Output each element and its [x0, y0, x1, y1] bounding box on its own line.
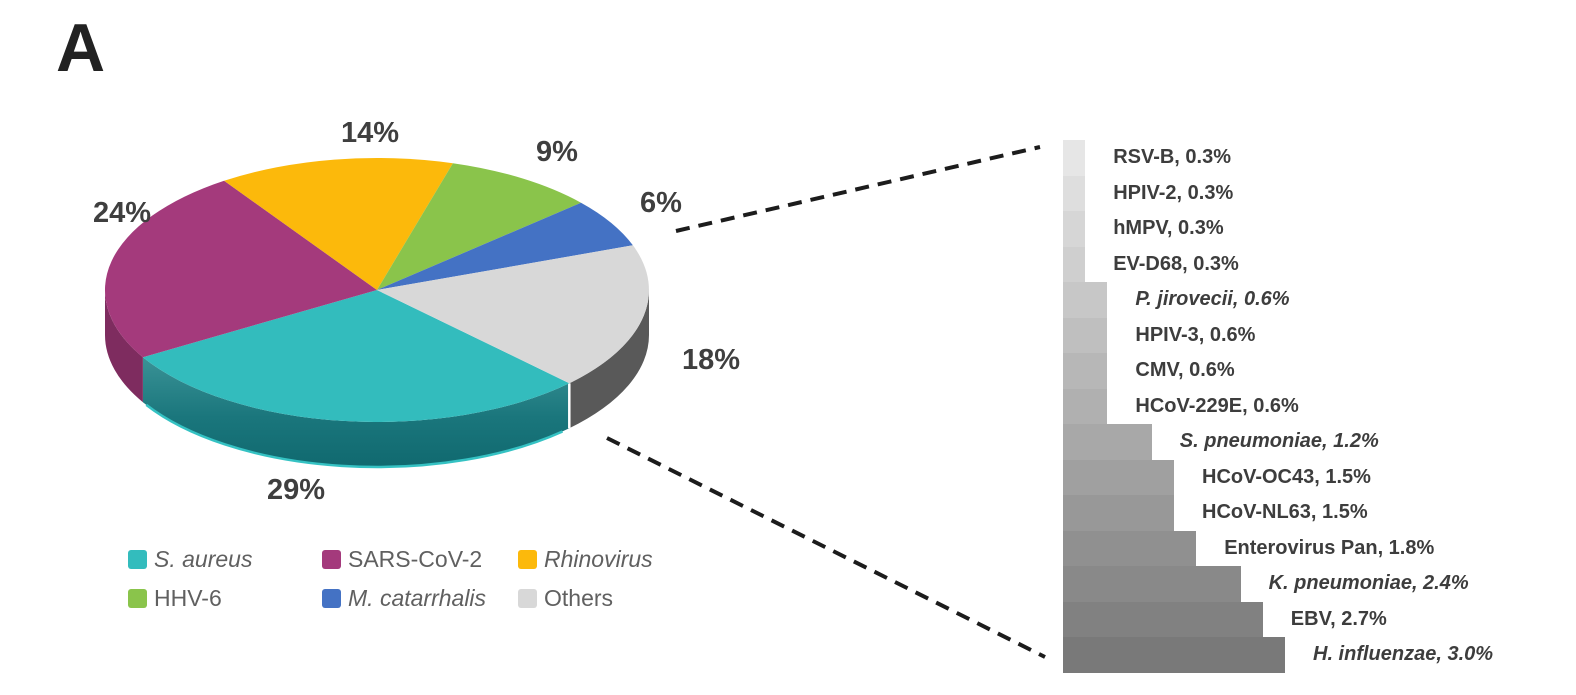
legend-item-m-catarrhalis: M. catarrhalis	[322, 585, 518, 611]
bar-label-hmpv: hMPV, 0.3%	[1113, 217, 1224, 240]
bar-fill-hmpv	[1063, 211, 1086, 247]
pie-slice-hhv-6	[377, 163, 581, 290]
pie-percent-label-sars-cov-2: 24%	[93, 197, 151, 229]
legend-item-s-aureus: S. aureus	[128, 546, 322, 572]
legend-item-rhinovirus: Rhinovirus	[518, 546, 653, 572]
bar-fill-rsv-b	[1063, 140, 1086, 176]
legend-swatch-s-aureus	[128, 549, 147, 569]
pie-percent-label-hhv-6: 9%	[536, 136, 578, 168]
bar-fill-s-pneumoniae	[1063, 424, 1152, 460]
bar-label-enterovirus-pan: Enterovirus Pan, 1.8%	[1224, 536, 1435, 559]
bar-fill-cmv	[1063, 353, 1108, 389]
bar-row-ev-d68: EV-D68, 0.3%	[1063, 246, 1493, 282]
bar-label-rsv-b: RSV-B, 0.3%	[1113, 146, 1232, 169]
bar-label-p-jirovecii: P. jirovecii, 0.6%	[1135, 288, 1290, 311]
pie-side-rim-highlight	[145, 403, 564, 469]
legend-swatch-sars-cov-2	[322, 549, 341, 569]
bar-row-hcov-229e: HCoV-229E, 0.6%	[1063, 388, 1493, 424]
bar-row-s-pneumoniae: S. pneumoniae, 1.2%	[1063, 424, 1493, 460]
legend-label-s-aureus: S. aureus	[154, 545, 253, 572]
bar-label-hcov-nl63: HCoV-NL63, 1.5%	[1202, 501, 1368, 524]
legend-item-hhv-6: HHV-6	[128, 585, 322, 611]
bar-row-enterovirus-pan: Enterovirus Pan, 1.8%	[1063, 530, 1493, 566]
bar-fill-hcov-229e	[1063, 388, 1108, 424]
bar-fill-hcov-nl63	[1063, 495, 1174, 531]
bar-fill-k-pneumoniae	[1063, 566, 1241, 602]
legend-swatch-rhinovirus	[518, 549, 537, 569]
bar-fill-hpiv-3	[1063, 317, 1108, 353]
legend-item-sars-cov-2: SARS-CoV-2	[322, 546, 518, 572]
legend-label-others: Others	[544, 584, 614, 611]
bar-row-ebv: EBV, 2.7%	[1063, 601, 1493, 637]
bar-row-hpiv-3: HPIV-3, 0.6%	[1063, 317, 1493, 353]
legend-swatch-m-catarrhalis	[322, 588, 341, 608]
bar-fill-enterovirus-pan	[1063, 530, 1197, 566]
pie-percent-label-others: 18%	[682, 344, 740, 376]
legend-label-rhinovirus: Rhinovirus	[544, 545, 653, 572]
bar-label-s-pneumoniae: S. pneumoniae, 1.2%	[1179, 430, 1379, 453]
bar-label-cmv: CMV, 0.6%	[1135, 359, 1235, 382]
bar-fill-hcov-oc43	[1063, 459, 1174, 495]
bar-fill-h-influenzae	[1063, 637, 1285, 673]
pie-percent-label-m-catarrhalis: 6%	[640, 187, 682, 219]
bar-label-hpiv-2: HPIV-2, 0.3%	[1113, 181, 1234, 204]
bar-fill-ev-d68	[1063, 246, 1086, 282]
legend-label-sars-cov-2: SARS-CoV-2	[348, 545, 483, 572]
bar-label-hcov-oc43: HCoV-OC43, 1.5%	[1202, 465, 1371, 488]
pie-slice-rhinovirus	[224, 157, 453, 290]
bar-row-k-pneumoniae: K. pneumoniae, 2.4%	[1063, 566, 1493, 602]
pie-slice-side-s-aureus	[142, 357, 570, 467]
panel-label: A	[56, 10, 106, 86]
pie-slice-sars-cov-2	[104, 180, 377, 358]
pie-chart: 29% 24% 14% 9% 6% 18%	[93, 117, 740, 506]
pie-percent-label-rhinovirus: 14%	[341, 117, 399, 149]
pie-slice-m-catarrhalis	[377, 202, 633, 290]
bar-row-hcov-oc43: HCoV-OC43, 1.5%	[1063, 459, 1493, 495]
bar-label-k-pneumoniae: K. pneumoniae, 2.4%	[1268, 572, 1469, 595]
bar-fill-p-jirovecii	[1063, 282, 1108, 318]
bar-label-ebv: EBV, 2.7%	[1290, 607, 1387, 630]
bar-label-hcov-229e: HCoV-229E, 0.6%	[1135, 394, 1299, 417]
bar-label-ev-d68: EV-D68, 0.3%	[1113, 252, 1239, 275]
bar-row-hcov-nl63: HCoV-NL63, 1.5%	[1063, 495, 1493, 531]
pie-percent-label-s-aureus: 29%	[267, 474, 325, 506]
legend-item-others: Others	[518, 585, 653, 611]
pie-slice-side-others	[569, 290, 649, 429]
bar-row-hpiv-2: HPIV-2, 0.3%	[1063, 175, 1493, 211]
bar-label-h-influenzae: H. influenzae, 3.0%	[1313, 643, 1494, 666]
bar-row-p-jirovecii: P. jirovecii, 0.6%	[1063, 282, 1493, 318]
legend-label-hhv-6: HHV-6	[154, 584, 222, 611]
legend-label-m-catarrhalis: M. catarrhalis	[348, 584, 487, 611]
others-breakdown-bar-chart: RSV-B, 0.3% HPIV-2, 0.3% hMPV, 0.3% EV-D68,…	[1063, 140, 1493, 673]
pie-slice-s-aureus	[142, 290, 570, 422]
bar-row-rsv-b: RSV-B, 0.3%	[1063, 140, 1493, 176]
pie-slice-side-sars-cov-2	[105, 290, 143, 403]
pie-slice-others	[377, 245, 649, 384]
bar-fill-ebv	[1063, 601, 1263, 637]
legend-swatch-others	[518, 588, 537, 608]
bar-row-hmpv: hMPV, 0.3%	[1063, 211, 1493, 247]
pie-legend: S. aureus SARS-CoV-2 Rhinovirus HHV-6 M. cat…	[128, 546, 653, 611]
bar-row-h-influenzae: H. influenzae, 3.0%	[1063, 637, 1493, 673]
bar-label-hpiv-3: HPIV-3, 0.6%	[1135, 323, 1256, 346]
bar-row-cmv: CMV, 0.6%	[1063, 353, 1493, 389]
bar-fill-hpiv-2	[1063, 175, 1086, 211]
legend-swatch-hhv-6	[128, 588, 147, 608]
